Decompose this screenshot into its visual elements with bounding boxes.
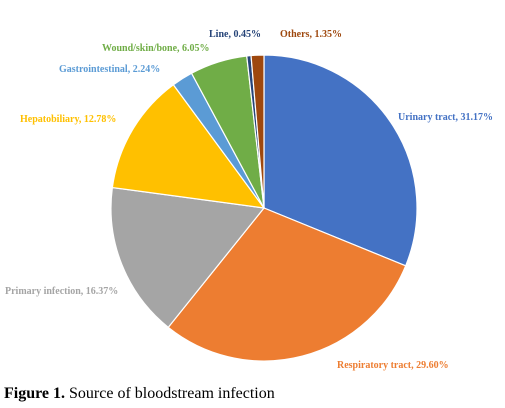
pie-label-wound-skin-bone: Wound/skin/bone, 6.05% [102, 43, 210, 54]
pie-label-primary-infection: Primary infection, 16.37% [5, 286, 118, 297]
pie-chart-svg: Urinary tract, 31.17% Respiratory tract, … [5, 29, 493, 371]
pie-label-urinary-tract: Urinary tract, 31.17% [398, 112, 493, 123]
pie-label-others: Others, 1.35% [280, 29, 342, 40]
pie-label-hepatobiliary: Hepatobiliary, 12.78% [20, 114, 116, 125]
caption-text: Source of bloodstream infection [69, 385, 275, 402]
pie-label-line: Line, 0.45% [209, 29, 261, 40]
pie-slice-urinary-tract [263, 54, 418, 267]
pie-slice-respiratory-tract [167, 207, 407, 362]
figure-caption: Figure 1. Source of bloodstream infectio… [4, 385, 275, 403]
pie-chart: Urinary tract, 31.17% Respiratory tract, … [5, 29, 493, 371]
pie-slices [110, 54, 418, 362]
caption-prefix: Figure 1. [4, 385, 66, 402]
pie-label-gastrointestinal: Gastrointestinal, 2.24% [59, 64, 160, 75]
pie-label-respiratory-tract: Respiratory tract, 29.60% [337, 360, 449, 371]
pie-labels: Urinary tract, 31.17% Respiratory tract, … [5, 29, 493, 371]
pie-slice-hepatobiliary [111, 83, 266, 209]
pie-slice-others [250, 54, 265, 209]
pie-slice-primary-infection [110, 186, 266, 329]
